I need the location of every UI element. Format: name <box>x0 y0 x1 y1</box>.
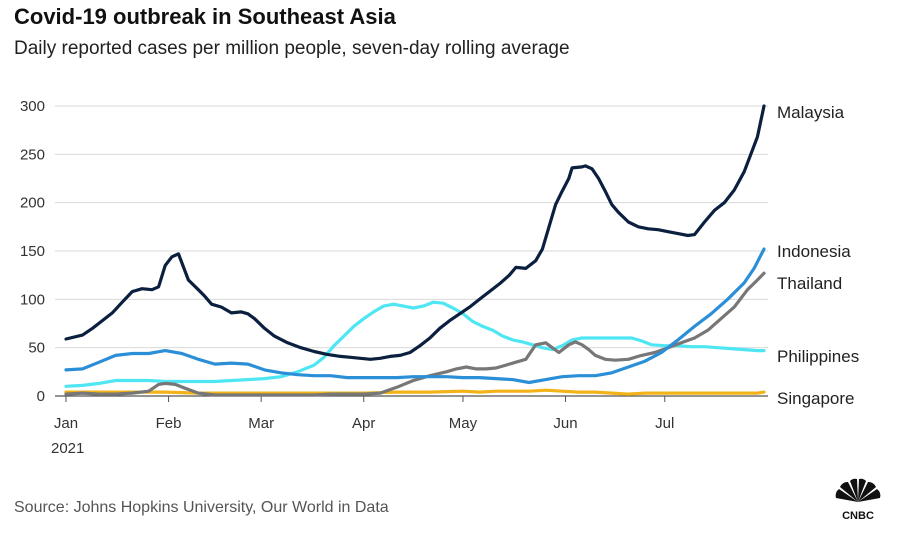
cnbc-peacock-logo: CNBC <box>835 478 881 522</box>
y-tick-label: 200 <box>20 195 45 212</box>
x-tick-label: Jun <box>553 415 577 432</box>
series-labels: Malaysia Indonesia Thailand Philippines Sing… <box>777 103 859 408</box>
gridlines <box>55 105 768 397</box>
x-tick-year-label: 2021 <box>51 440 84 457</box>
x-tick-label: Jul <box>655 415 674 432</box>
series-line-malaysia <box>64 104 766 361</box>
series-line-thailand <box>64 271 766 397</box>
series-line-indonesia <box>64 247 766 385</box>
series-label-malaysia: Malaysia <box>777 103 845 122</box>
y-tick-label: 250 <box>20 146 45 163</box>
line-chart: 0 50 100 150 200 250 300 Jan 2021 Feb Mar Apr May Ju… <box>20 98 859 457</box>
series-lines <box>64 104 766 397</box>
series-line-philippines <box>64 300 766 388</box>
y-tick-label: 100 <box>20 291 45 308</box>
y-tick-label: 300 <box>20 98 45 115</box>
series-label-philippines: Philippines <box>777 347 859 366</box>
chart-subtitle: Daily reported cases per million people,… <box>14 38 570 59</box>
y-tick-label: 50 <box>28 340 45 357</box>
series-label-thailand: Thailand <box>777 274 842 293</box>
series-label-singapore: Singapore <box>777 389 855 408</box>
y-tick-label: 0 <box>37 388 45 405</box>
x-tick-label: May <box>449 415 478 432</box>
x-tick-label: Feb <box>156 415 182 432</box>
x-axis-ticks: Jan 2021 Feb Mar Apr May Jun Jul <box>51 396 674 457</box>
x-tick-label: Mar <box>248 415 274 432</box>
chart-title: Covid-19 outbreak in Southeast Asia <box>14 4 396 29</box>
series-line-singapore <box>64 388 766 396</box>
y-tick-label: 150 <box>20 243 45 260</box>
y-axis-ticks: 0 50 100 150 200 250 300 <box>20 98 45 405</box>
x-tick-label: Apr <box>352 415 375 432</box>
series-label-indonesia: Indonesia <box>777 242 851 261</box>
x-tick-label: Jan <box>54 415 78 432</box>
source-note: Source: Johns Hopkins University, Our Wo… <box>14 499 389 516</box>
svg-text:CNBC: CNBC <box>842 510 874 522</box>
